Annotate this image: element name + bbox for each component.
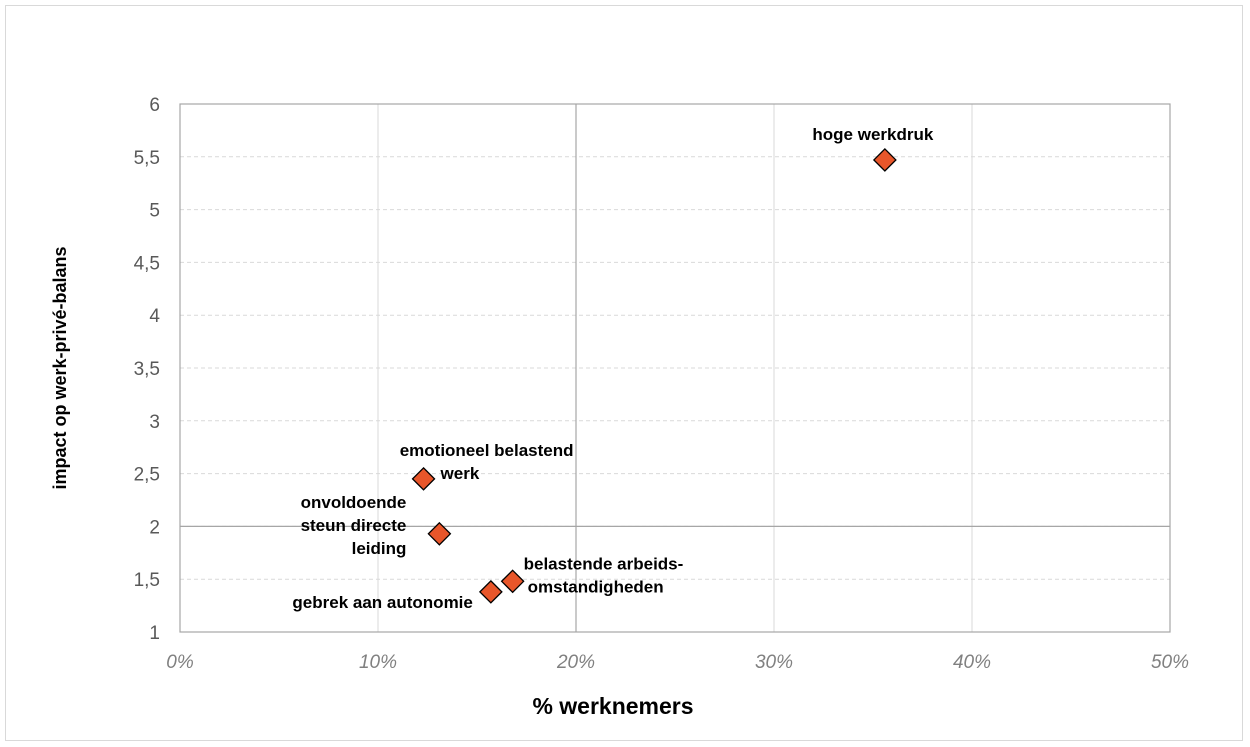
data-point-marker xyxy=(478,579,503,604)
x-tick-label: 50% xyxy=(1151,652,1189,673)
point-label: steun directe xyxy=(301,516,407,535)
plot-border xyxy=(179,103,1171,633)
point-labels: hoge werkdruk emotioneel belastend werk onv… xyxy=(292,125,933,612)
point-label: hoge werkdruk xyxy=(812,125,933,144)
y-tick-label: 3,5 xyxy=(134,359,160,380)
y-tick-label: 1,5 xyxy=(134,570,160,591)
data-point-marker xyxy=(872,148,897,172)
point-label: emotioneel belastend xyxy=(400,441,574,460)
x-tick-label: 40% xyxy=(953,652,991,673)
y-tick-label: 4,5 xyxy=(134,253,160,274)
data-point-marker xyxy=(500,569,525,594)
y-tick-label: 2 xyxy=(149,517,160,538)
y-tick-label: 4 xyxy=(149,306,160,327)
data-point-marker xyxy=(427,521,452,546)
y-tick-label: 5 xyxy=(149,201,160,222)
y-tick-label: 1 xyxy=(149,623,160,644)
y-axis-title: impact op werk-privé-balans xyxy=(50,246,70,489)
y-tick-label: 6 xyxy=(149,95,160,116)
point-label: gebrek aan autonomie xyxy=(292,593,472,612)
point-label: werk xyxy=(440,464,480,483)
gridlines xyxy=(180,104,1170,632)
x-tick-label: 0% xyxy=(166,652,194,673)
x-axis-title: % werknemers xyxy=(532,693,693,719)
y-tick-label: 3 xyxy=(149,412,160,433)
y-axis-ticks: 1 1,5 2 2,5 3 3,5 4 4,5 5 5,5 6 xyxy=(134,95,161,644)
x-axis-ticks: 0% 10% 20% 30% 40% 50% xyxy=(166,652,1189,673)
quadrant-lines xyxy=(180,104,1170,632)
x-tick-label: 20% xyxy=(556,652,595,673)
point-label: belastende arbeids- xyxy=(524,554,684,573)
point-label: leiding xyxy=(352,539,407,558)
data-points xyxy=(411,148,897,604)
data-point-marker xyxy=(411,466,436,491)
point-label: onvoldoende xyxy=(301,493,407,512)
y-tick-label: 2,5 xyxy=(134,465,160,486)
y-tick-label: 5,5 xyxy=(134,148,160,169)
x-tick-label: 30% xyxy=(755,652,793,673)
point-label: omstandigheden xyxy=(528,577,664,596)
x-tick-label: 10% xyxy=(359,652,397,673)
